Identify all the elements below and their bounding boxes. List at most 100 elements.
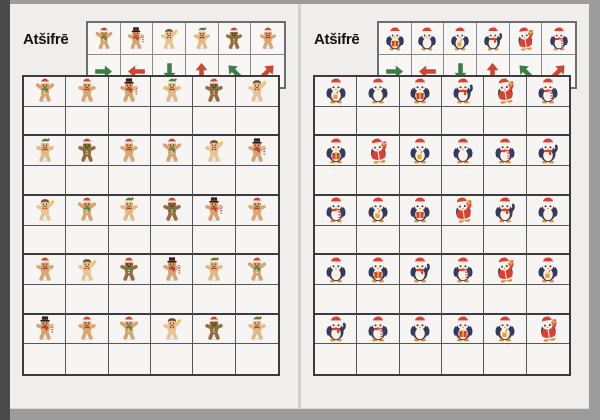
answer-cell	[235, 107, 278, 137]
character-cell	[193, 136, 236, 167]
answer-cell	[150, 166, 194, 196]
key-arrow-cell	[412, 55, 445, 87]
penguin-orange-drink-icon	[492, 316, 518, 342]
penguin-candy-cane-icon	[365, 316, 391, 342]
character-cell	[66, 136, 109, 167]
answer-cell	[357, 344, 400, 374]
answer-cell	[399, 225, 442, 256]
character-cell	[357, 255, 400, 285]
answer-cell	[526, 226, 569, 256]
character-cell	[150, 77, 194, 107]
answer-cell	[442, 344, 485, 374]
answer-cell	[193, 166, 236, 196]
worksheet-page-right: Atšifrē	[301, 4, 589, 408]
character-cell	[441, 314, 485, 345]
key-character-cell	[186, 23, 219, 55]
penguin-santa-suit-gift-icon	[450, 197, 476, 223]
character-cell	[357, 77, 400, 107]
answer-cell	[108, 106, 151, 137]
penguin-candy-cane-icon	[492, 138, 518, 164]
arrow-left-icon	[127, 65, 145, 77]
answer-cell	[527, 344, 569, 374]
character-cell	[315, 77, 358, 107]
key-arrow-cell	[379, 55, 412, 87]
gingerbread-elf-hat-red-bow-icon	[32, 138, 58, 164]
answer-cell	[526, 107, 569, 137]
gingerbread-top-hat-candy-cane-icon	[244, 138, 270, 164]
penguin-santa-suit-gift-icon	[535, 316, 561, 342]
answer-cell	[193, 225, 236, 256]
answer-cell	[357, 106, 400, 137]
penguin-candy-cane-icon	[547, 27, 571, 51]
character-cell	[108, 77, 151, 107]
answer-cell	[357, 284, 400, 315]
character-cell	[441, 77, 485, 107]
answer-cell	[24, 166, 67, 196]
character-cell	[526, 315, 569, 345]
gingerbread-hair-star-icon	[159, 316, 185, 342]
character-cell	[357, 195, 400, 226]
gingerbread-top-hat-candy-cane-icon	[159, 257, 185, 283]
arrow-right-icon	[386, 65, 404, 77]
character-cell	[235, 136, 278, 167]
answer-cell	[441, 106, 485, 137]
gingerbread-top-hat-candy-cane-icon	[32, 316, 58, 342]
character-cell	[484, 136, 527, 167]
answer-cell	[315, 225, 358, 256]
penguin-red-scarf-wave-icon	[450, 78, 476, 104]
character-cell	[193, 255, 236, 285]
penguin-candy-cane-icon	[535, 78, 561, 104]
penguin-gift-icon	[383, 27, 407, 51]
key-character-cell	[120, 23, 154, 55]
character-cell	[399, 195, 442, 226]
penguin-orange-drink-icon	[365, 197, 391, 223]
character-cell	[66, 314, 109, 345]
gingerbread-santa-red-bow-icon	[256, 27, 280, 51]
character-cell	[108, 195, 151, 226]
answer-cell	[24, 225, 67, 256]
character-cell	[357, 314, 400, 345]
penguin-gift-icon	[407, 197, 433, 223]
character-cell	[315, 136, 358, 167]
answer-cell	[484, 284, 527, 315]
character-cell	[441, 136, 485, 167]
character-cell	[399, 136, 442, 167]
gingerbread-hair-star-icon	[244, 78, 270, 104]
character-cell	[526, 196, 569, 226]
character-cell	[526, 77, 569, 107]
gingerbread-elf-hat-red-bow-icon	[201, 257, 227, 283]
penguin-gift-icon	[323, 138, 349, 164]
character-cell	[66, 195, 109, 226]
character-cell	[150, 255, 194, 285]
key-character-cell	[153, 23, 186, 55]
page-title: Atšifrē	[314, 31, 360, 48]
answer-cell	[193, 106, 236, 137]
arrow-right-icon	[95, 65, 113, 77]
penguin-gift-icon	[450, 316, 476, 342]
character-cell	[357, 136, 400, 167]
gingerbread-cheer-green-scarf-icon	[159, 138, 185, 164]
gingerbread-santa-red-bow-icon	[116, 138, 142, 164]
puzzle-grid	[22, 75, 280, 376]
answer-cell	[315, 166, 358, 196]
gingerbread-elf-hat-red-bow-icon	[244, 316, 270, 342]
answer-cell	[235, 166, 278, 196]
penguin-red-scarf-wave-icon	[492, 197, 518, 223]
character-cell	[24, 314, 67, 345]
gingerbread-hair-star-icon	[74, 257, 100, 283]
penguin-candy-cane-icon	[450, 257, 476, 283]
answer-cell	[235, 285, 278, 315]
key-character-cell	[444, 23, 477, 55]
page-divider	[298, 4, 301, 408]
character-cell	[150, 314, 194, 345]
answer-cell	[108, 284, 151, 315]
character-cell	[150, 136, 194, 167]
answer-cell	[484, 166, 527, 196]
gingerbread-cheer-green-scarf-icon	[74, 197, 100, 223]
penguin-santa-suit-gift-icon	[365, 138, 391, 164]
answer-cell	[150, 225, 194, 256]
penguin-santa-suit-gift-icon	[492, 78, 518, 104]
answer-cell	[400, 344, 442, 374]
viewer-left-edge	[0, 0, 10, 420]
answer-cell	[24, 284, 67, 315]
